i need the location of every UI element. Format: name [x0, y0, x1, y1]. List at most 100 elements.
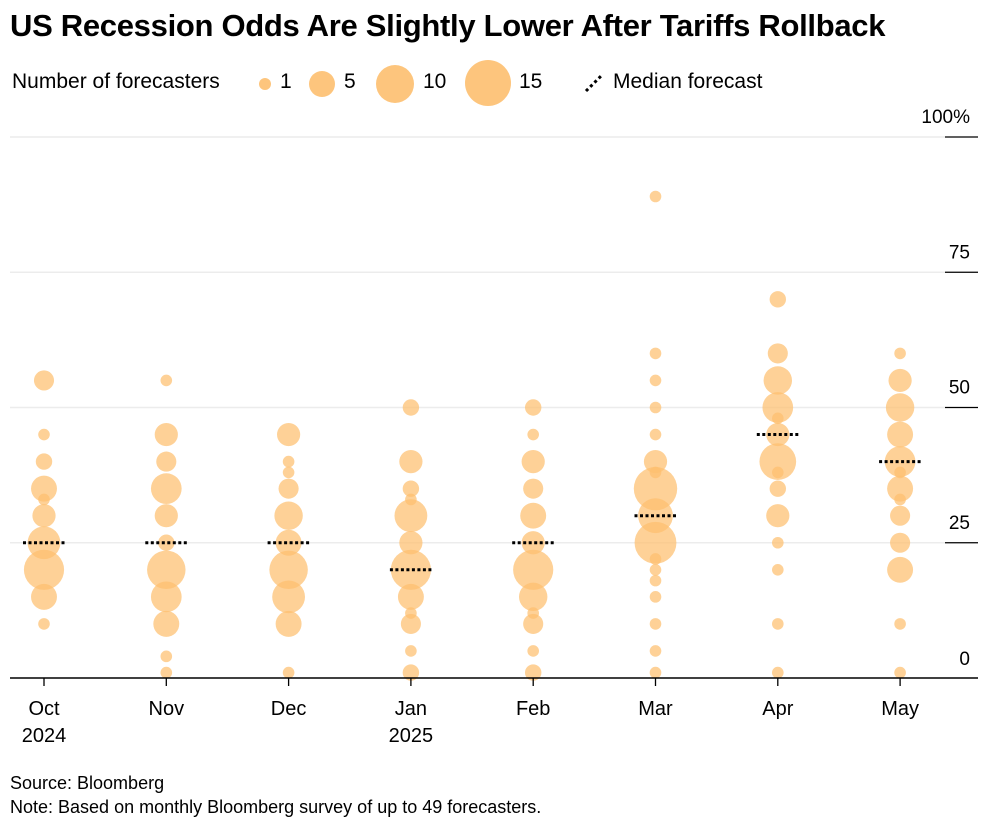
forecast-bubble [772, 536, 784, 549]
forecast-bubble [390, 549, 431, 590]
x-tick-label: Oct [28, 698, 60, 720]
legend-size-label: Number of forecasters [12, 70, 220, 93]
bubble-chart: 100% 75 50 25 0 Oct 2024 Nov Dec Jan 2025 Feb Mar Apr… [10, 107, 978, 747]
forecast-bubble [160, 666, 173, 679]
forecast-bubble [402, 399, 420, 416]
y-tick-label: 75 [949, 242, 970, 263]
forecast-bubble [282, 455, 295, 468]
forecast-bubble [402, 664, 420, 681]
forecast-bubble [763, 366, 793, 395]
forecast-bubble [405, 645, 417, 657]
forecast-bubble [649, 574, 662, 587]
forecast-bubble [649, 645, 662, 657]
y-tick-label: 25 [949, 513, 970, 534]
forecast-bubble [399, 450, 423, 474]
forecast-bubble [150, 581, 182, 613]
forecast-bubble [894, 618, 906, 630]
forecast-bubble [275, 610, 302, 637]
forecast-bubble [638, 498, 673, 534]
forecast-bubble [397, 583, 424, 610]
forecast-bubble [405, 493, 417, 506]
forecast-bubble [649, 553, 662, 565]
legend-median-label: Median forecast [613, 70, 763, 93]
forecast-bubble [766, 422, 790, 447]
forecast-bubble [769, 480, 787, 497]
forecast-bubble [527, 645, 539, 657]
x-tick-label: Dec [271, 698, 307, 720]
forecast-bubble [154, 504, 178, 528]
forecast-bubble [32, 504, 56, 528]
forecast-bubble [890, 505, 911, 526]
forecast-bubble [35, 453, 53, 470]
forecast-bubble [649, 564, 662, 576]
forecast-bubble [767, 343, 788, 364]
forecast-bubble [649, 428, 662, 441]
forecast-bubble [633, 466, 678, 511]
forecast-bubble [649, 401, 662, 414]
forecast-bubble [23, 549, 65, 590]
forecast-bubble [887, 556, 914, 583]
forecast-bubble [884, 446, 916, 477]
forecast-bubble [521, 450, 545, 474]
forecast-bubble [524, 399, 542, 416]
legend-size-1: 1 [280, 70, 292, 93]
forecast-bubble [160, 374, 173, 387]
forecast-bubble [282, 666, 295, 679]
forecast-bubble [524, 664, 542, 681]
forecast-bubble [278, 478, 299, 499]
forecast-bubble [275, 529, 302, 556]
forecast-bubble [402, 480, 420, 497]
forecast-bubble [772, 618, 784, 630]
forecast-bubble [890, 532, 911, 553]
forecast-bubble [156, 451, 177, 472]
chart-title: US Recession Odds Are Slightly Lower Aft… [10, 8, 886, 43]
x-tick-label: Apr [762, 698, 793, 720]
footnote: Note: Based on monthly Bloomberg survey … [10, 797, 542, 817]
forecast-bubble [521, 531, 545, 555]
forecast-bubble [31, 475, 57, 502]
forecast-bubble [766, 504, 790, 528]
forecast-bubble [153, 610, 180, 637]
forecast-bubble [154, 422, 178, 447]
forecast-bubble [887, 421, 914, 448]
forecast-bubble [649, 666, 662, 679]
forecast-bubble [527, 607, 539, 619]
forecast-bubble [772, 666, 784, 679]
forecast-bubble [649, 618, 662, 630]
forecast-bubble [399, 531, 423, 555]
x-tick-label: Mar [638, 698, 673, 720]
x-tick-label: Jan [395, 698, 427, 720]
y-tick-label: 0 [959, 649, 970, 670]
forecast-bubble [649, 190, 662, 203]
forecast-bubble [762, 392, 794, 423]
forecast-bubble [38, 428, 50, 441]
forecast-bubble [150, 473, 182, 504]
forecast-bubble [885, 393, 915, 422]
median-legend-icon [584, 73, 604, 93]
forecast-bubble [394, 499, 428, 533]
source-note: Source: Bloomberg [10, 773, 165, 793]
x-tick-label: Nov [149, 698, 185, 720]
forecast-bubble [272, 580, 306, 614]
x-tick-year-label: 2025 [389, 725, 434, 747]
legend: Number of forecasters 1 5 10 15 Median f… [12, 60, 912, 106]
x-tick-year-label: 2024 [22, 725, 67, 747]
forecast-bubble [649, 374, 662, 387]
forecast-bubble [772, 564, 784, 576]
forecast-bubble [643, 450, 668, 474]
forecast-bubble [38, 493, 50, 506]
forecast-bubble [649, 347, 662, 360]
forecast-bubble [513, 549, 554, 590]
legend-dot-5 [309, 71, 335, 97]
x-tick-label: Feb [516, 698, 550, 720]
forecast-bubble [400, 613, 421, 634]
forecast-bubble [158, 534, 175, 551]
forecast-bubble [527, 428, 539, 441]
forecast-bubble [894, 466, 906, 479]
forecast-bubble [772, 412, 784, 425]
forecast-bubble [894, 493, 906, 506]
forecast-bubble [518, 582, 548, 612]
legend-size-15: 15 [519, 70, 543, 93]
forecast-bubble [282, 466, 295, 479]
forecast-bubble [649, 591, 662, 603]
